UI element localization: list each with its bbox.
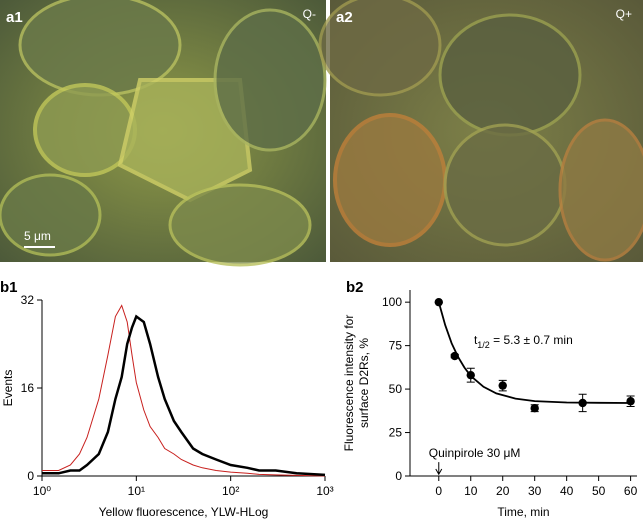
data-point <box>498 381 507 390</box>
scatter-chart: b2 0 25 50 75 100 0 10 20 30 40 50 60 Time, min Fluore… <box>342 279 638 519</box>
y-tick-label: 100 <box>382 295 402 309</box>
data-point <box>578 398 587 408</box>
x-axis-label: Time, min <box>497 505 549 519</box>
x-tick-label: 60 <box>624 484 638 498</box>
panel-label: b2 <box>346 279 364 296</box>
x-tick-label: 10⁰ <box>33 484 51 498</box>
stimulus-label: Quinpirole 30 μM <box>429 446 521 460</box>
x-tick-label: 20 <box>496 484 510 498</box>
y-tick-label: 25 <box>389 426 403 440</box>
half-life-annotation: t1/2 = 5.3 ± 0.7 min <box>474 333 573 350</box>
histogram-chart: b1 0 16 32 10⁰ 10¹ 10² 10³ Yellow fluorescence, … <box>0 279 334 519</box>
x-tick-label: 10³ <box>316 484 333 498</box>
y-axis-label: surface D2Rs, % <box>357 338 371 428</box>
x-tick-label: 30 <box>528 484 542 498</box>
data-point <box>530 404 539 413</box>
y-tick-label: 16 <box>21 381 35 395</box>
y-tick-label: 0 <box>395 469 402 483</box>
panel-label: b1 <box>0 279 18 296</box>
x-axis-label: Yellow fluorescence, YLW-HLog <box>99 505 269 519</box>
panel-label: a2 <box>336 9 353 26</box>
scale-bar-label: 5 μm <box>24 229 51 243</box>
x-tick-label: 0 <box>435 484 442 498</box>
x-tick-label: 10² <box>222 484 239 498</box>
histogram-line <box>42 314 326 477</box>
half-life-subscript: 1/2 <box>477 340 490 350</box>
stimulus-arrow <box>435 462 443 476</box>
y-tick-label: 75 <box>389 339 403 353</box>
condition-label: Q- <box>303 7 316 21</box>
y-tick-label: 0 <box>27 469 34 483</box>
half-life-value: = 5.3 ± 0.7 min <box>490 333 573 347</box>
histogram-line <box>42 304 326 477</box>
y-axis-label: Events <box>1 370 15 407</box>
fit-curve <box>437 301 631 404</box>
micrograph-a1: a1 Q- 5 μm <box>0 0 327 267</box>
x-tick-label: 50 <box>592 484 606 498</box>
x-tick-label: 40 <box>560 484 574 498</box>
half-life-symbol: t <box>474 333 478 347</box>
data-point <box>450 351 459 361</box>
y-axis-label: Fluorescence intensity for <box>342 315 356 452</box>
axes <box>41 300 325 477</box>
panel-label: a1 <box>6 9 23 26</box>
data-point <box>434 297 443 307</box>
data-point <box>466 370 475 380</box>
data-point <box>626 397 635 406</box>
y-tick-label: 50 <box>389 382 403 396</box>
y-tick-label: 32 <box>21 293 35 307</box>
micrograph-a2: a2 Q+ <box>318 0 643 262</box>
x-tick-label: 10¹ <box>128 484 145 498</box>
x-tick-label: 10 <box>464 484 478 498</box>
condition-label: Q+ <box>616 7 632 21</box>
